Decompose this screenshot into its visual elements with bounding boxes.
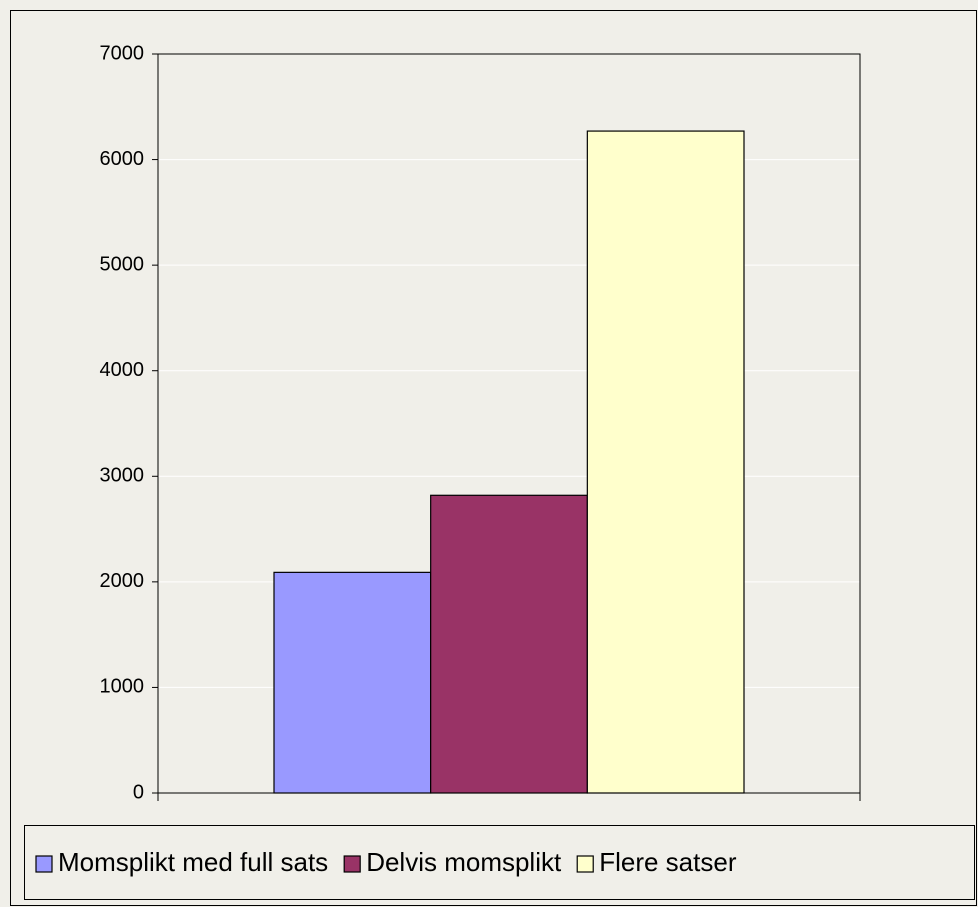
legend-label: Delvis momsplikt [366,847,562,877]
y-tick-label: 6000 [100,148,145,170]
legend-swatch [576,855,594,873]
bar [430,494,588,794]
bar [586,130,745,794]
y-tick-label: 3000 [100,465,145,487]
y-tick-label: 2000 [100,570,145,592]
y-tick-label: 1000 [100,676,145,698]
bar [273,571,432,794]
y-tick-label: 5000 [100,253,145,275]
legend-label: Flere satser [599,847,737,877]
legend-swatch [343,855,361,873]
y-tick-label: 4000 [100,359,145,381]
legend-box [24,825,975,900]
y-tick-label: 7000 [100,42,145,64]
y-tick-label: 0 [133,781,144,803]
legend-swatch [35,855,53,873]
legend-label: Momsplikt med full sats [58,847,328,877]
